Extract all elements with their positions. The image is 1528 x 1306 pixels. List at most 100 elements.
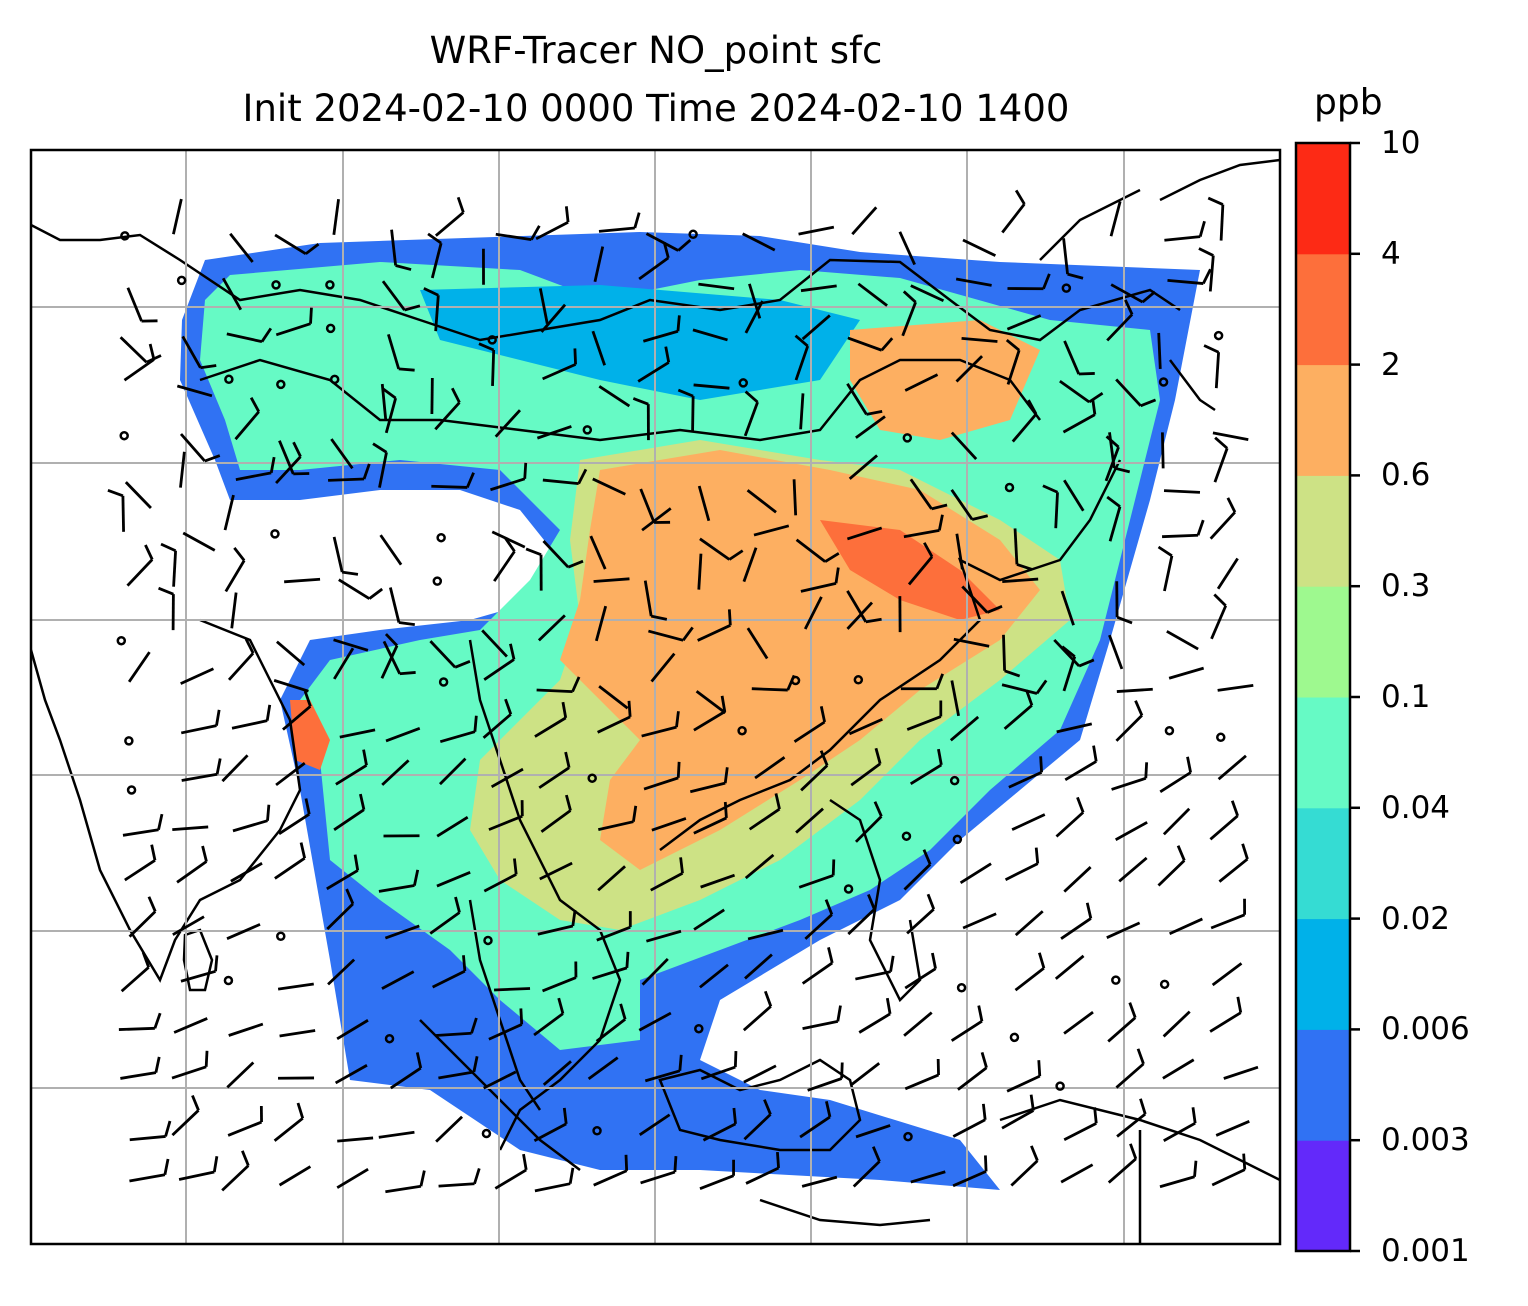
wind-barb-shaft	[645, 232, 679, 252]
wind-barb-flag	[819, 750, 829, 767]
wind-barb-shaft	[1115, 1062, 1145, 1089]
wind-barb-shaft	[855, 415, 886, 439]
wind-barb-shaft	[333, 647, 355, 680]
wind-barb-flag	[260, 327, 273, 343]
wind-barb-shaft	[847, 908, 876, 936]
calm-wind-marker	[1111, 975, 1121, 985]
wind-barb-shaft	[1163, 1121, 1196, 1142]
wind-barb-shaft	[1209, 1011, 1242, 1033]
wind-barb-shaft	[381, 970, 415, 990]
wind-barb-shaft	[172, 550, 177, 587]
wind-barb-shaft	[1215, 1119, 1250, 1137]
calm-wind-marker	[481, 1128, 492, 1139]
wind-barb-shaft	[542, 540, 570, 569]
colorbar-segment	[1296, 586, 1350, 698]
colorbar-segment	[1296, 697, 1350, 809]
wind-barb-flag	[201, 845, 208, 862]
calm-wind-marker	[176, 275, 187, 286]
wind-barb-flag	[836, 1005, 842, 1022]
calm-wind-marker	[903, 1131, 913, 1142]
wind-barb-shaft	[1054, 492, 1059, 529]
wind-barb-shaft	[595, 605, 608, 642]
wind-barb-flag	[215, 758, 222, 775]
wind-barb-shaft	[1208, 255, 1215, 292]
calm-wind-marker	[325, 323, 336, 334]
wind-barb-shaft	[848, 454, 878, 480]
calm-wind-marker	[116, 635, 127, 646]
wind-barb-flag	[1141, 290, 1156, 304]
wind-barb-flag	[160, 542, 177, 553]
wind-barb-shaft	[224, 559, 246, 593]
wind-barb-flag	[1038, 952, 1046, 969]
wind-barb-flag	[1213, 593, 1227, 607]
wind-barb-flag	[926, 893, 936, 910]
wind-barb-shaft	[493, 550, 516, 582]
wind-barb-flag	[148, 343, 156, 360]
wind-barb-shaft	[275, 455, 302, 484]
wind-barb-shaft	[384, 924, 420, 940]
wind-barb-shaft	[172, 915, 205, 936]
wind-barb-shaft	[1210, 605, 1228, 640]
wind-barb-flag	[866, 410, 883, 416]
wind-barb-shaft	[1060, 917, 1092, 940]
wind-barb-shaft	[330, 438, 354, 470]
wind-barb-flag	[299, 842, 307, 859]
colorbar-segment	[1296, 475, 1350, 587]
wind-barb-flag	[871, 1146, 881, 1162]
colorbar-tick-label: 0.02	[1381, 900, 1451, 937]
wind-barb-flag	[1226, 497, 1237, 513]
map-title-line-1: WRF-Tracer NO_point sfc	[429, 29, 883, 72]
wind-barb-flag	[304, 243, 320, 255]
calm-wind-marker	[223, 975, 234, 986]
wind-barb-shaft	[339, 728, 376, 739]
wind-barb-shaft	[638, 1113, 671, 1136]
wind-barb-shaft	[1162, 807, 1191, 836]
wind-barb-shaft	[593, 577, 630, 583]
wind-barb-shaft	[638, 256, 670, 281]
wind-barb-shaft	[1011, 813, 1046, 831]
wind-barb-flag	[1139, 1098, 1147, 1115]
wind-barb-shaft	[693, 908, 725, 931]
wind-barb-flag	[776, 1151, 780, 1169]
wind-barb-shaft	[1062, 656, 1077, 692]
wind-barb-shaft	[592, 966, 628, 980]
wind-barb-shaft	[483, 873, 517, 893]
wind-barb-shaft	[1118, 856, 1148, 883]
wind-barb-shaft	[538, 288, 549, 324]
wind-barb-shaft	[961, 585, 989, 614]
wind-barb-shaft	[1159, 1175, 1195, 1189]
wind-barb-shaft	[1162, 533, 1199, 539]
wind-barb-flag	[472, 1056, 479, 1073]
wind-barb-shaft	[282, 705, 312, 731]
calm-wind-marker	[956, 983, 967, 993]
wind-barb-flag	[1176, 845, 1186, 862]
wind-barb-flag	[153, 1012, 162, 1029]
colorbar-segment	[1296, 1029, 1350, 1141]
wind-barb-shaft	[332, 536, 344, 573]
wind-barb-shaft	[751, 687, 788, 692]
wind-barb-shaft	[379, 534, 403, 566]
wind-barb-flag	[398, 367, 415, 372]
wind-barb-flag	[381, 387, 397, 400]
wind-barb-flag	[504, 537, 516, 553]
wind-barb-shaft	[1218, 857, 1249, 883]
wind-barb-shaft	[742, 547, 758, 583]
wind-barb-flag	[562, 1107, 568, 1125]
wind-barb-shaft	[337, 1136, 374, 1143]
wind-barb-flag	[880, 337, 894, 352]
wind-barb-flag	[466, 472, 475, 488]
wind-barb-shaft	[542, 478, 579, 486]
wind-barb-shaft	[748, 283, 762, 319]
wind-barb-flag	[764, 990, 773, 1007]
wind-barb-shaft	[591, 330, 606, 366]
wind-barb-shaft	[1209, 814, 1239, 841]
wind-barb-flag	[827, 947, 834, 964]
wind-barb-shaft	[598, 385, 631, 408]
wind-barb-shaft	[182, 531, 216, 552]
wind-barb-shaft	[181, 772, 218, 782]
wind-barb-shaft	[438, 1182, 475, 1188]
calm-wind-marker	[438, 677, 449, 687]
wind-barb-shaft	[699, 537, 731, 561]
wind-barb-shaft	[593, 246, 605, 283]
wind-barb-shaft	[858, 1012, 891, 1034]
